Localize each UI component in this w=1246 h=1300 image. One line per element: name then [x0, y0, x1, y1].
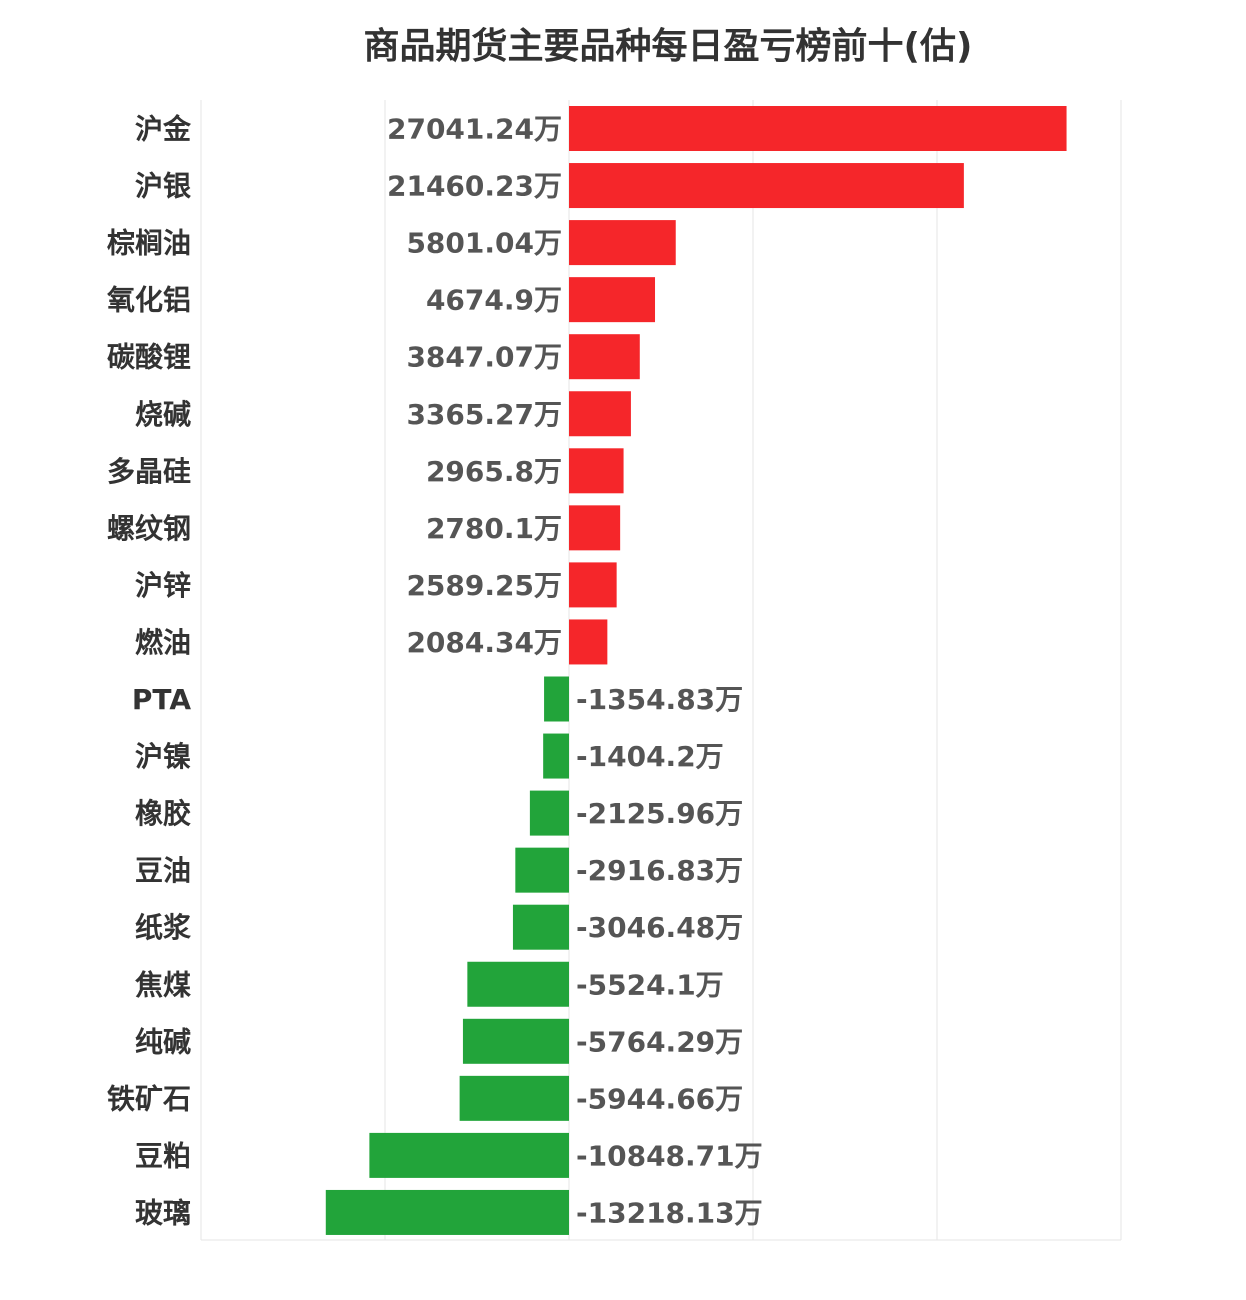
category-label: 玻璃: [135, 1196, 191, 1229]
bar: [569, 562, 617, 608]
value-label: -1404.2万: [576, 740, 724, 773]
bar: [515, 847, 569, 893]
bar: [569, 220, 676, 266]
category-label: 橡胶: [135, 797, 191, 830]
value-labels: 27041.24万 21460.23万 5801.04万 4674.9万 3847.07…: [387, 113, 763, 1230]
bar: [369, 1132, 569, 1178]
category-label: 沪银: [135, 170, 192, 203]
category-label: 棕榈油: [107, 227, 191, 260]
bar: [569, 505, 621, 551]
value-label: -2125.96万: [576, 797, 743, 830]
category-label: 沪锌: [135, 569, 191, 602]
value-label: 27041.24万: [387, 113, 562, 146]
category-label: 纯碱: [135, 1025, 191, 1058]
category-label: PTA: [132, 683, 191, 716]
value-label: 2965.8万: [426, 455, 562, 488]
value-label: 5801.04万: [406, 227, 562, 260]
value-label: -5764.29万: [576, 1025, 743, 1058]
bar: [512, 904, 569, 950]
bar: [569, 334, 640, 380]
bar: [325, 1189, 569, 1235]
category-label: 燃油: [135, 626, 191, 659]
value-label: 3365.27万: [406, 398, 562, 431]
bar: [543, 733, 569, 779]
category-label: 铁矿石: [107, 1082, 191, 1115]
value-label: -10848.71万: [576, 1139, 763, 1172]
grid-lines: [200, 100, 1122, 1241]
bar: [462, 1018, 569, 1064]
value-label: -5944.66万: [576, 1082, 743, 1115]
bar: [459, 1075, 569, 1121]
category-label: 烧碱: [135, 398, 191, 431]
value-label: 21460.23万: [387, 170, 562, 203]
bars-group: [325, 106, 1067, 1235]
bar: [569, 163, 964, 209]
value-label: -1354.83万: [576, 683, 743, 716]
value-label: 3847.07万: [406, 341, 562, 374]
category-label: 沪金: [135, 113, 192, 146]
value-label: -3046.48万: [576, 911, 743, 944]
value-label: -5524.1万: [576, 968, 724, 1001]
chart-title: 商品期货主要品种每日盈亏榜前十(估): [364, 26, 973, 67]
bar: [569, 277, 656, 323]
category-label: 豆油: [135, 854, 191, 887]
category-label: 豆粕: [135, 1139, 191, 1172]
category-label: 螺纹钢: [107, 512, 191, 545]
bar: [569, 448, 624, 494]
value-label: -13218.13万: [576, 1196, 763, 1229]
value-label: 2084.34万: [406, 626, 562, 659]
value-label: 2780.1万: [426, 512, 562, 545]
bar: [467, 961, 569, 1007]
category-label: 多晶硅: [107, 455, 191, 488]
bar: [544, 676, 569, 722]
bar: [569, 619, 608, 665]
value-label: 2589.25万: [406, 569, 562, 602]
value-label: -2916.83万: [576, 854, 743, 887]
category-label: 纸浆: [135, 911, 192, 944]
bar: [529, 790, 569, 836]
bar: [569, 391, 631, 437]
category-label: 碳酸锂: [107, 341, 191, 374]
category-label: 氧化铝: [107, 284, 191, 317]
category-label: 焦煤: [135, 968, 191, 1001]
value-label: 4674.9万: [426, 284, 562, 317]
bar: [569, 106, 1067, 151]
category-label: 沪镍: [135, 740, 191, 773]
